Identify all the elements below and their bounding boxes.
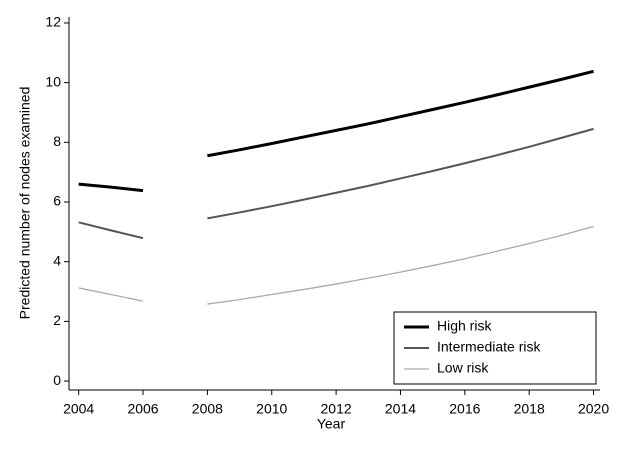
y-axis-title: Predicted number of nodes examined: [17, 87, 33, 320]
series-line: [207, 69, 594, 158]
x-tick-label: 2008: [192, 401, 223, 417]
x-tick-label: 2020: [578, 401, 609, 417]
y-tick-label: 12: [45, 14, 61, 30]
x-tick-label: 2004: [63, 401, 94, 417]
series-line: [207, 127, 594, 220]
x-tick-label: 2016: [449, 401, 480, 417]
x-tick-label: 2010: [256, 401, 287, 417]
series-line: [78, 182, 144, 193]
legend-label: Intermediate risk: [437, 339, 541, 355]
legend-label: Low risk: [437, 360, 489, 376]
x-tick-label: 2006: [127, 401, 158, 417]
y-tick-label: 8: [53, 133, 61, 149]
x-tick-label: 2018: [514, 401, 545, 417]
legend-label: High risk: [437, 318, 492, 334]
x-axis-title: Year: [317, 416, 346, 432]
series-line: [207, 225, 594, 305]
series-line: [78, 287, 144, 302]
x-tick-label: 2012: [321, 401, 352, 417]
y-tick-label: 6: [53, 193, 61, 209]
legend-box: [393, 311, 597, 385]
y-tick-label: 0: [53, 372, 61, 388]
series-line: [78, 221, 144, 240]
y-tick-label: 2: [53, 312, 61, 328]
y-tick-label: 4: [53, 252, 61, 268]
x-tick-label: 2014: [385, 401, 416, 417]
y-tick-label: 10: [45, 73, 61, 89]
